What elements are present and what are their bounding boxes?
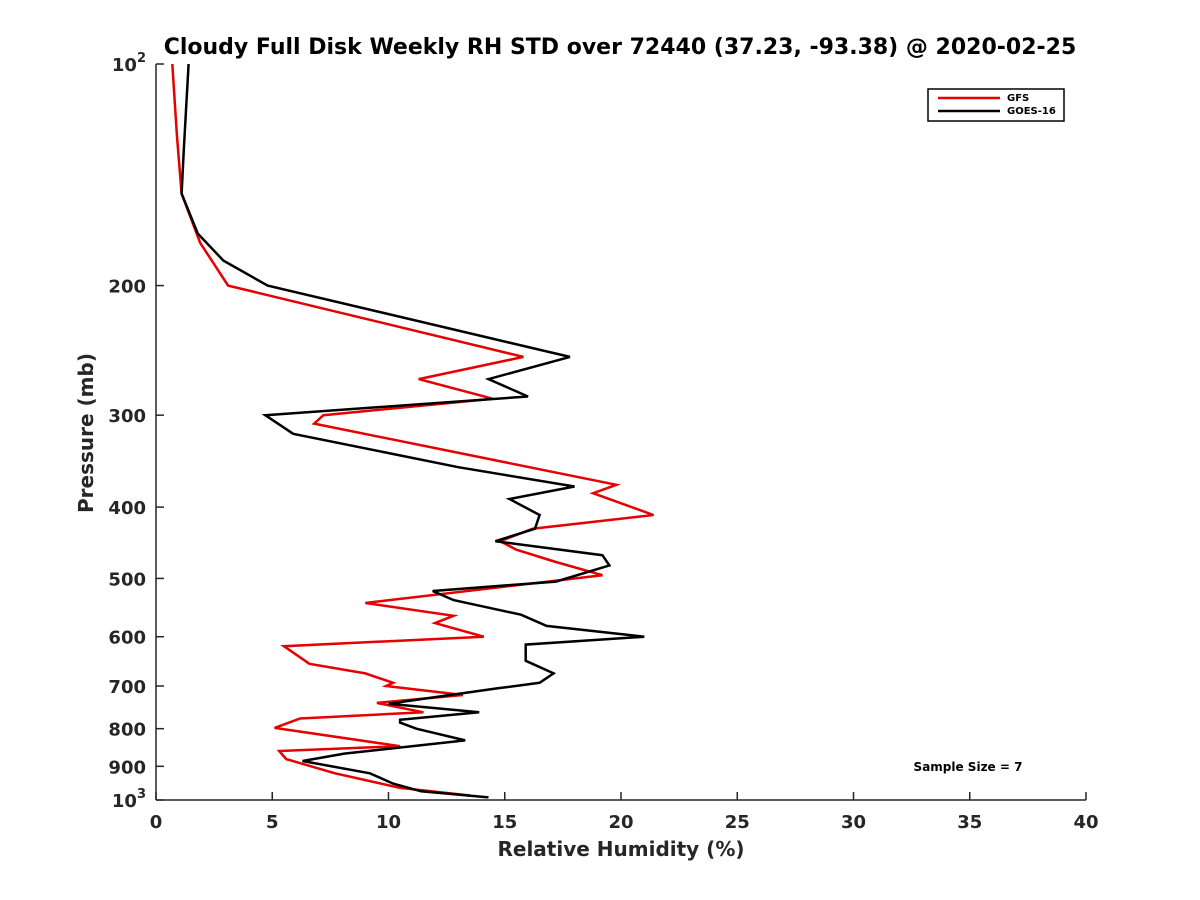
- x-tick-label: 25: [725, 812, 750, 833]
- x-tick-label: 10: [376, 812, 401, 833]
- x-axis-label: Relative Humidity (%): [497, 837, 744, 861]
- sample-size-annotation: Sample Size = 7: [914, 760, 1023, 774]
- y-tick-label: 900: [108, 757, 146, 778]
- x-tick-label: 30: [841, 812, 866, 833]
- legend-label-gfs: GFS: [1007, 93, 1029, 104]
- legend-box: [927, 88, 1065, 122]
- series-line-goes16: [180, 63, 645, 799]
- y-tick-label: 800: [108, 720, 146, 741]
- y-tick-label: 103: [112, 787, 146, 812]
- series-line-gfs: [171, 63, 654, 797]
- legend-label-goes16: GOES-16: [1007, 106, 1056, 117]
- chart-title: Cloudy Full Disk Weekly RH STD over 7244…: [164, 35, 1077, 60]
- x-tick-label: 5: [266, 812, 279, 833]
- y-axis-ticks: 102 200 300 400 500 600 700 800 900 103: [108, 51, 164, 812]
- y-tick-label: 200: [108, 277, 146, 298]
- y-tick-label: 400: [108, 498, 146, 519]
- y-tick-label: 500: [108, 569, 146, 590]
- legend: GFS GOES-16: [927, 88, 1065, 122]
- y-tick-label: 300: [108, 406, 146, 427]
- y-tick-label: 700: [108, 677, 146, 698]
- plot-area: [171, 63, 654, 799]
- x-tick-label: 15: [492, 812, 517, 833]
- y-tick-label: 600: [108, 628, 146, 649]
- y-axis-label: Pressure (mb): [74, 353, 98, 513]
- x-tick-label: 0: [150, 812, 163, 833]
- x-axis-ticks: 0 5 10 15 20 25 30 35 40: [150, 792, 1099, 833]
- x-tick-label: 20: [608, 812, 633, 833]
- x-tick-label: 40: [1073, 812, 1098, 833]
- x-tick-label: 35: [957, 812, 982, 833]
- y-tick-label: 102: [112, 51, 146, 76]
